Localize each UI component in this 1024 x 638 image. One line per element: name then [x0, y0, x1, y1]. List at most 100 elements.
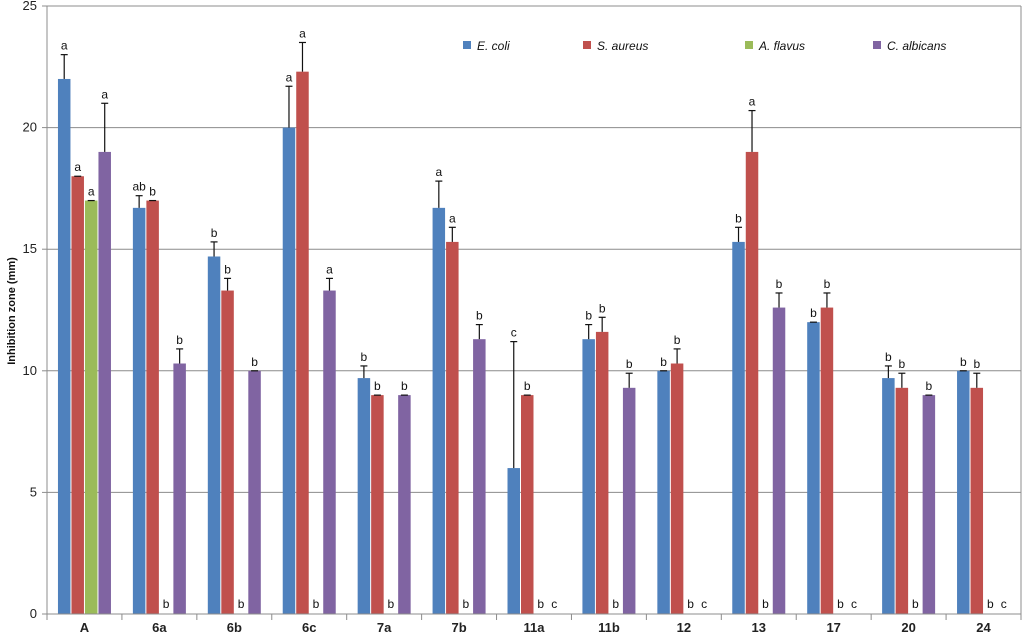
significance-letter: b [885, 350, 892, 364]
bar [970, 387, 984, 614]
significance-letter: b [626, 357, 633, 371]
significance-letter: b [987, 597, 994, 611]
y-axis-label: Inhibition zone (mm) [6, 257, 18, 365]
significance-letter: b [524, 379, 531, 393]
bar [207, 256, 221, 614]
x-category-label: 24 [976, 620, 991, 635]
y-tick-label: 25 [23, 0, 37, 13]
x-category-label: 7b [451, 620, 466, 635]
significance-letter: b [687, 597, 694, 611]
bar [282, 127, 296, 614]
bar [248, 370, 261, 614]
significance-letter: b [163, 597, 170, 611]
significance-letter: b [660, 355, 667, 369]
significance-letter: b [912, 597, 919, 611]
legend-swatch [583, 41, 591, 49]
bar [296, 71, 309, 614]
bar [446, 241, 459, 615]
significance-letter: b [374, 379, 381, 393]
bar [595, 331, 609, 614]
legend-label: A. flavus [758, 39, 805, 53]
x-category-label: 7a [377, 620, 392, 635]
significance-letter: b [585, 309, 592, 323]
legend: E. coli S. aureus A. flavus C. albicans [463, 39, 946, 53]
significance-letter: c [551, 597, 557, 611]
bar [807, 322, 820, 614]
significance-letter: b [824, 277, 831, 291]
x-category-label: 17 [826, 620, 840, 635]
significance-letter: a [749, 95, 756, 109]
significance-letter: a [326, 262, 333, 276]
x-category-label: 6c [302, 620, 316, 635]
bar [57, 78, 71, 614]
significance-letter: b [224, 262, 231, 276]
significance-letter: c [511, 326, 517, 340]
significance-letter: a [286, 70, 293, 84]
bar [882, 378, 895, 614]
x-category-label: 6b [227, 620, 242, 635]
y-tick-label: 10 [23, 363, 37, 378]
axes [46, 6, 1022, 615]
bar [398, 395, 411, 614]
x-category-label: 12 [677, 620, 691, 635]
bar [507, 468, 520, 614]
significance-letter: b [810, 306, 817, 320]
bar [745, 151, 759, 615]
significance-letter: ab [132, 180, 146, 194]
bar [657, 370, 670, 614]
bar [132, 207, 146, 614]
significance-letter: b [537, 597, 544, 611]
significance-letter: b [899, 357, 906, 371]
bar [173, 363, 186, 614]
significance-letter: b [926, 379, 933, 393]
significance-letter: a [449, 211, 456, 225]
y-tick-label: 5 [30, 484, 37, 499]
significance-letter: b [735, 211, 742, 225]
y-axis-ticks: 0 5 10 15 20 25 [23, 0, 47, 621]
legend-label: E. coli [477, 39, 510, 53]
x-category-label: 20 [901, 620, 915, 635]
bar [84, 200, 98, 614]
legend-label: S. aureus [597, 39, 648, 53]
bar [71, 176, 84, 615]
legend-label: C. albicans [887, 39, 946, 53]
bar [957, 370, 970, 614]
significance-letter: b [361, 350, 368, 364]
x-category-label: A [80, 620, 90, 635]
significance-letter: b [612, 597, 619, 611]
x-axis-categories: A 6a 6b 6c 7a 7b 11a 11b 12 13 17 20 24 [46, 614, 1022, 635]
bar [732, 241, 745, 615]
significance-letter: c [1001, 597, 1007, 611]
significance-letter: a [101, 87, 108, 101]
bar [820, 307, 834, 614]
significance-letter: b [674, 333, 681, 347]
significance-letter: c [701, 597, 707, 611]
significance-letter: a [74, 160, 81, 174]
y-tick-label: 15 [23, 241, 37, 256]
bar [772, 307, 786, 614]
significance-letter: a [61, 39, 68, 53]
legend-swatch [463, 41, 471, 49]
significance-letter: b [211, 226, 218, 240]
bar [473, 339, 486, 614]
bar [670, 363, 684, 614]
x-category-label: 6a [152, 620, 167, 635]
bar [98, 151, 111, 615]
significance-letter: b [149, 185, 156, 199]
bar [432, 207, 446, 614]
bar [521, 395, 534, 614]
y-tick-label: 0 [30, 606, 37, 621]
significance-letter: b [238, 597, 245, 611]
significance-letter: a [299, 26, 306, 40]
significance-letter: b [401, 379, 408, 393]
significance-letter: a [88, 185, 95, 199]
bar [357, 378, 371, 614]
significance-letter: b [762, 597, 769, 611]
bar [146, 200, 159, 614]
legend-swatch [745, 41, 753, 49]
bar [371, 395, 384, 614]
y-tick-label: 20 [23, 120, 37, 135]
error-bars [60, 41, 981, 469]
x-category-label: 11b [598, 620, 620, 635]
